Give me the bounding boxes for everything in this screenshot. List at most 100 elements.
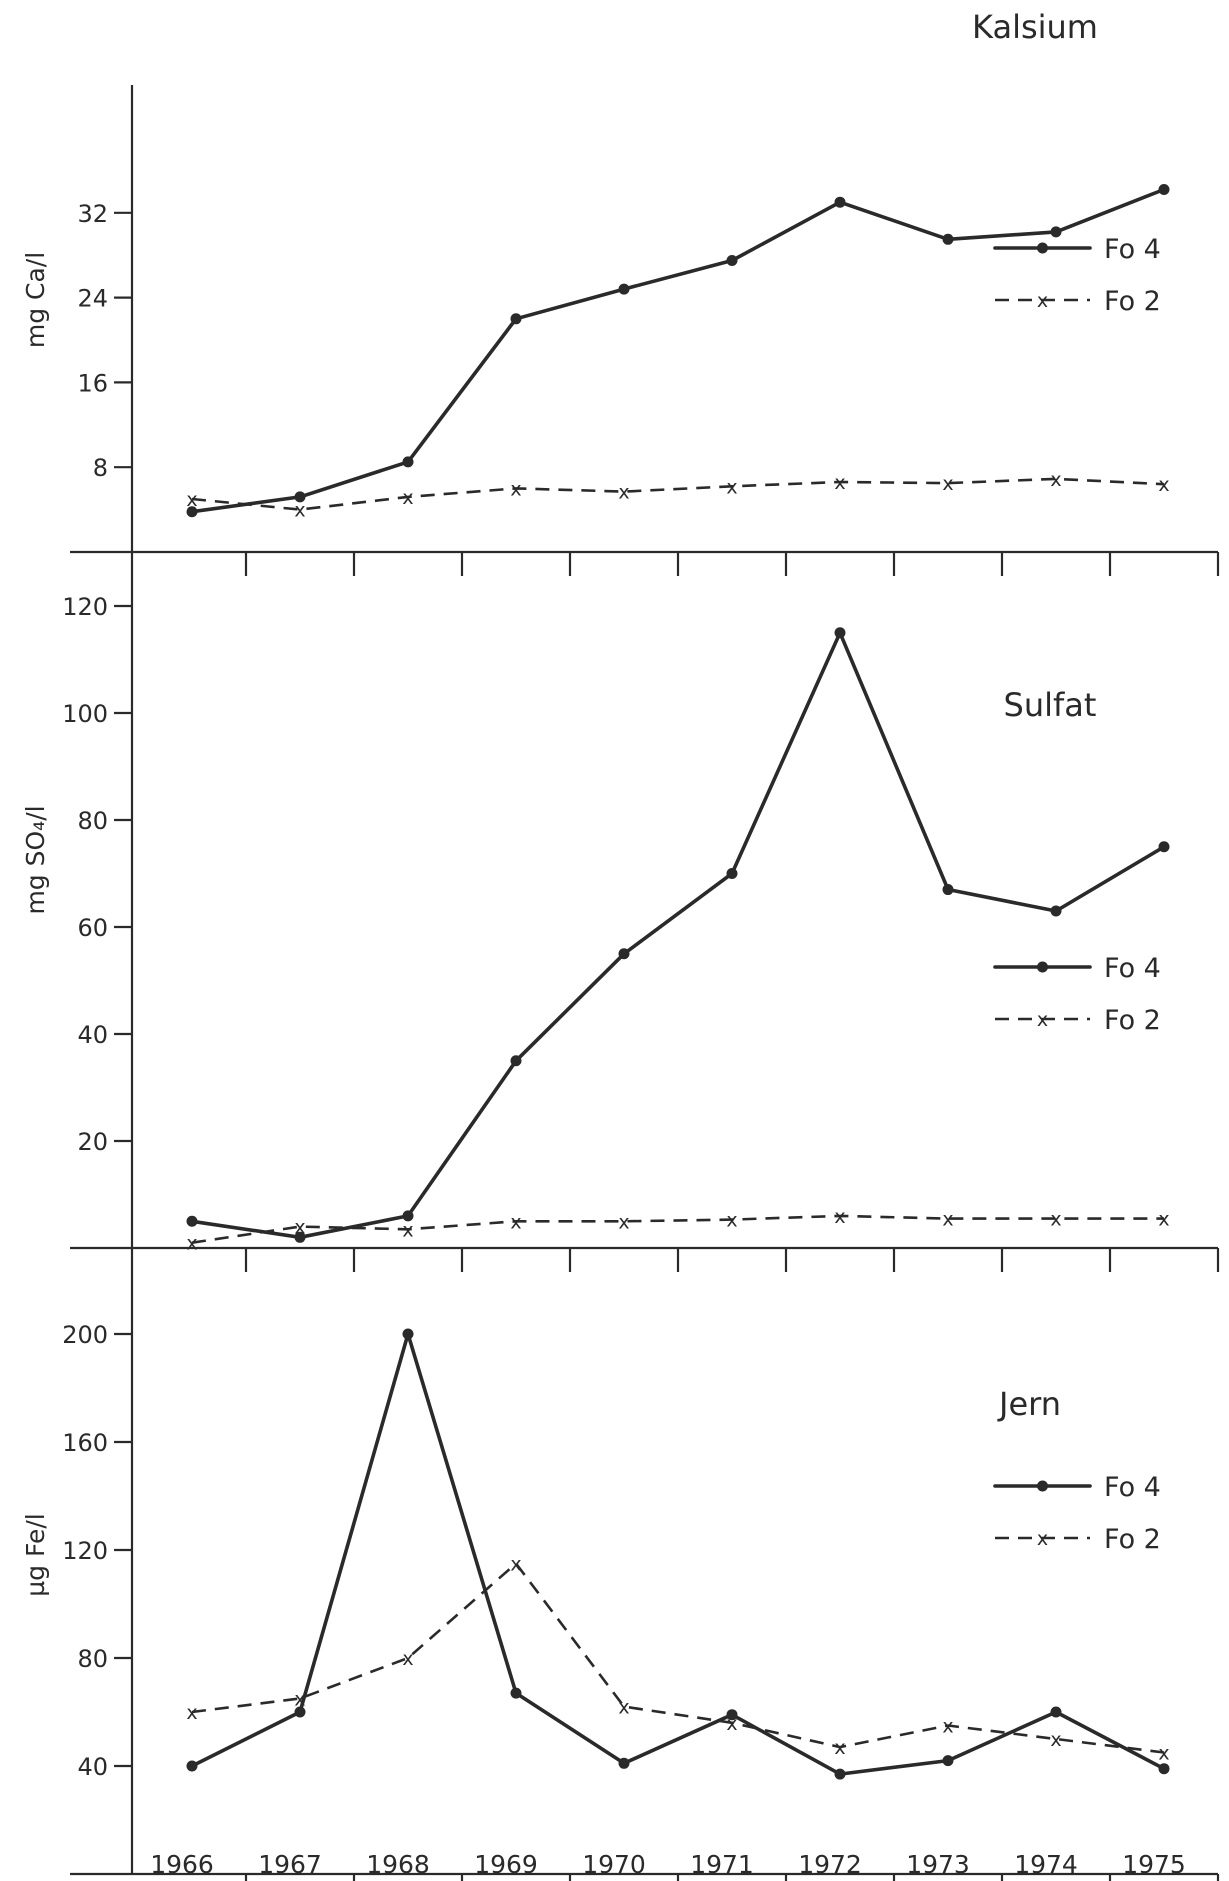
point-fo4 xyxy=(942,233,954,245)
point-fo4 xyxy=(834,196,846,208)
legend-label: Fo 4 xyxy=(1104,953,1161,984)
point-fo4 xyxy=(618,948,630,960)
legend-marker-fo4 xyxy=(1037,1480,1048,1492)
legend-label: Fo 2 xyxy=(1104,286,1161,317)
y-tick-label: 40 xyxy=(77,1021,108,1049)
point-fo4 xyxy=(402,456,414,468)
y-tick-label: 120 xyxy=(62,1537,108,1565)
point-fo2: x xyxy=(834,1206,845,1228)
point-fo2: x xyxy=(726,1713,737,1735)
series-line-fo2 xyxy=(191,477,1165,511)
point-fo4 xyxy=(186,1760,198,1772)
y-tick-label: 32 xyxy=(77,200,108,228)
point-fo4 xyxy=(726,1709,738,1721)
legend-marker-fo2: x xyxy=(1037,1528,1048,1550)
point-fo2: x xyxy=(1158,474,1169,496)
point-fo4 xyxy=(1158,841,1170,853)
legend-marker-fo2: x xyxy=(1037,1009,1048,1031)
point-fo4 xyxy=(1050,226,1062,238)
point-fo2: x xyxy=(1050,1209,1061,1231)
point-fo4 xyxy=(834,1768,846,1780)
y-tick-label: 60 xyxy=(77,914,108,942)
y-tick-label: 24 xyxy=(77,285,108,313)
series-line-fo2 xyxy=(191,1562,1165,1754)
point-fo4 xyxy=(1050,1706,1062,1718)
panel-1: 8 16 24 32 Kalsium mg Ca/l x x x x x x x x x x Fo 4 x Fo 2 xyxy=(21,8,1220,576)
point-fo2: x xyxy=(834,472,845,494)
panel-2: 20 40 60 80 100 120 Sulfat mg SO₄/l x x x x x x x x x x Fo… xyxy=(21,593,1220,1272)
y-tick-label: 160 xyxy=(62,1429,108,1457)
point-fo4 xyxy=(294,1231,306,1243)
point-fo2: x xyxy=(942,1209,953,1231)
point-fo2: x xyxy=(618,1211,629,1233)
point-fo4 xyxy=(618,1757,630,1769)
point-fo2: x xyxy=(1050,469,1061,491)
point-fo4 xyxy=(726,868,738,879)
point-fo4 xyxy=(834,627,846,639)
panel-3: 40 80 120 160 200 Jern µg Fe/l x x x x x x x x x x Fo 4 x F… xyxy=(21,1321,1220,1881)
point-fo2: x xyxy=(510,1554,521,1576)
point-fo2: x xyxy=(402,1219,413,1241)
y-tick-label: 8 xyxy=(93,454,108,482)
point-fo2: x xyxy=(402,1648,413,1670)
point-fo2: x xyxy=(1158,1209,1169,1231)
y-tick-label: 200 xyxy=(62,1321,108,1349)
point-fo4 xyxy=(510,313,522,325)
point-fo4 xyxy=(510,1055,522,1067)
point-fo4 xyxy=(294,1706,306,1718)
x-tick-label: 1968 xyxy=(366,1850,430,1879)
point-fo2: x xyxy=(510,478,521,500)
x-tick-label: 1973 xyxy=(906,1850,970,1879)
point-fo2: x xyxy=(186,489,197,511)
point-fo2: x xyxy=(1158,1743,1169,1765)
x-tick-label: 1969 xyxy=(474,1850,538,1879)
y-tick-label: 120 xyxy=(62,593,108,621)
point-fo2: x xyxy=(1050,1729,1061,1751)
y-tick-label: 100 xyxy=(62,700,108,728)
point-fo2: x xyxy=(402,487,413,509)
panel-title: Kalsium xyxy=(972,8,1098,46)
point-fo2: x xyxy=(186,1233,197,1255)
x-tick-label: 1966 xyxy=(150,1850,214,1879)
y-axis-label: mg SO₄/l xyxy=(21,805,50,914)
legend-label: Fo 4 xyxy=(1104,1472,1161,1503)
series-line-fo4 xyxy=(190,631,1166,1240)
point-fo2: x xyxy=(942,473,953,495)
legend-marker-fo2: x xyxy=(1037,290,1048,312)
point-fo4 xyxy=(942,884,954,896)
legend-label: Fo 2 xyxy=(1104,1005,1161,1036)
y-tick-label: 40 xyxy=(77,1753,108,1781)
point-fo4 xyxy=(726,255,738,266)
point-fo2: x xyxy=(294,1217,305,1239)
point-fo2: x xyxy=(618,1697,629,1719)
point-fo4 xyxy=(510,1687,522,1699)
legend-marker-fo4 xyxy=(1037,961,1048,973)
panel-title: Jern xyxy=(997,1385,1061,1423)
series-line-fo4 xyxy=(190,187,1166,514)
series-line-fo4 xyxy=(190,1332,1166,1776)
point-fo4 xyxy=(942,1755,954,1767)
point-fo2: x xyxy=(294,1689,305,1711)
y-tick-label: 20 xyxy=(77,1128,108,1156)
x-tick-label: 1967 xyxy=(258,1850,322,1879)
y-tick-label: 80 xyxy=(77,807,108,835)
point-fo2: x xyxy=(834,1737,845,1759)
point-fo4 xyxy=(1158,183,1170,195)
point-fo4 xyxy=(402,1328,414,1340)
legend-label: Fo 4 xyxy=(1104,234,1161,265)
point-fo4 xyxy=(402,1210,414,1222)
series-line-fo2 xyxy=(191,1214,1164,1244)
y-axis-label: mg Ca/l xyxy=(21,252,50,348)
point-fo4 xyxy=(1050,905,1062,917)
point-fo2: x xyxy=(510,1211,521,1233)
x-tick-label: 1971 xyxy=(690,1850,754,1879)
point-fo2: x xyxy=(186,1702,197,1724)
point-fo2: x xyxy=(942,1716,953,1738)
x-tick-label: 1970 xyxy=(582,1850,646,1879)
x-tick-label: 1975 xyxy=(1122,1850,1186,1879)
point-fo2: x xyxy=(294,500,305,522)
x-tick-label: 1974 xyxy=(1014,1850,1078,1879)
point-fo4 xyxy=(1158,1763,1170,1775)
point-fo2: x xyxy=(618,482,629,504)
